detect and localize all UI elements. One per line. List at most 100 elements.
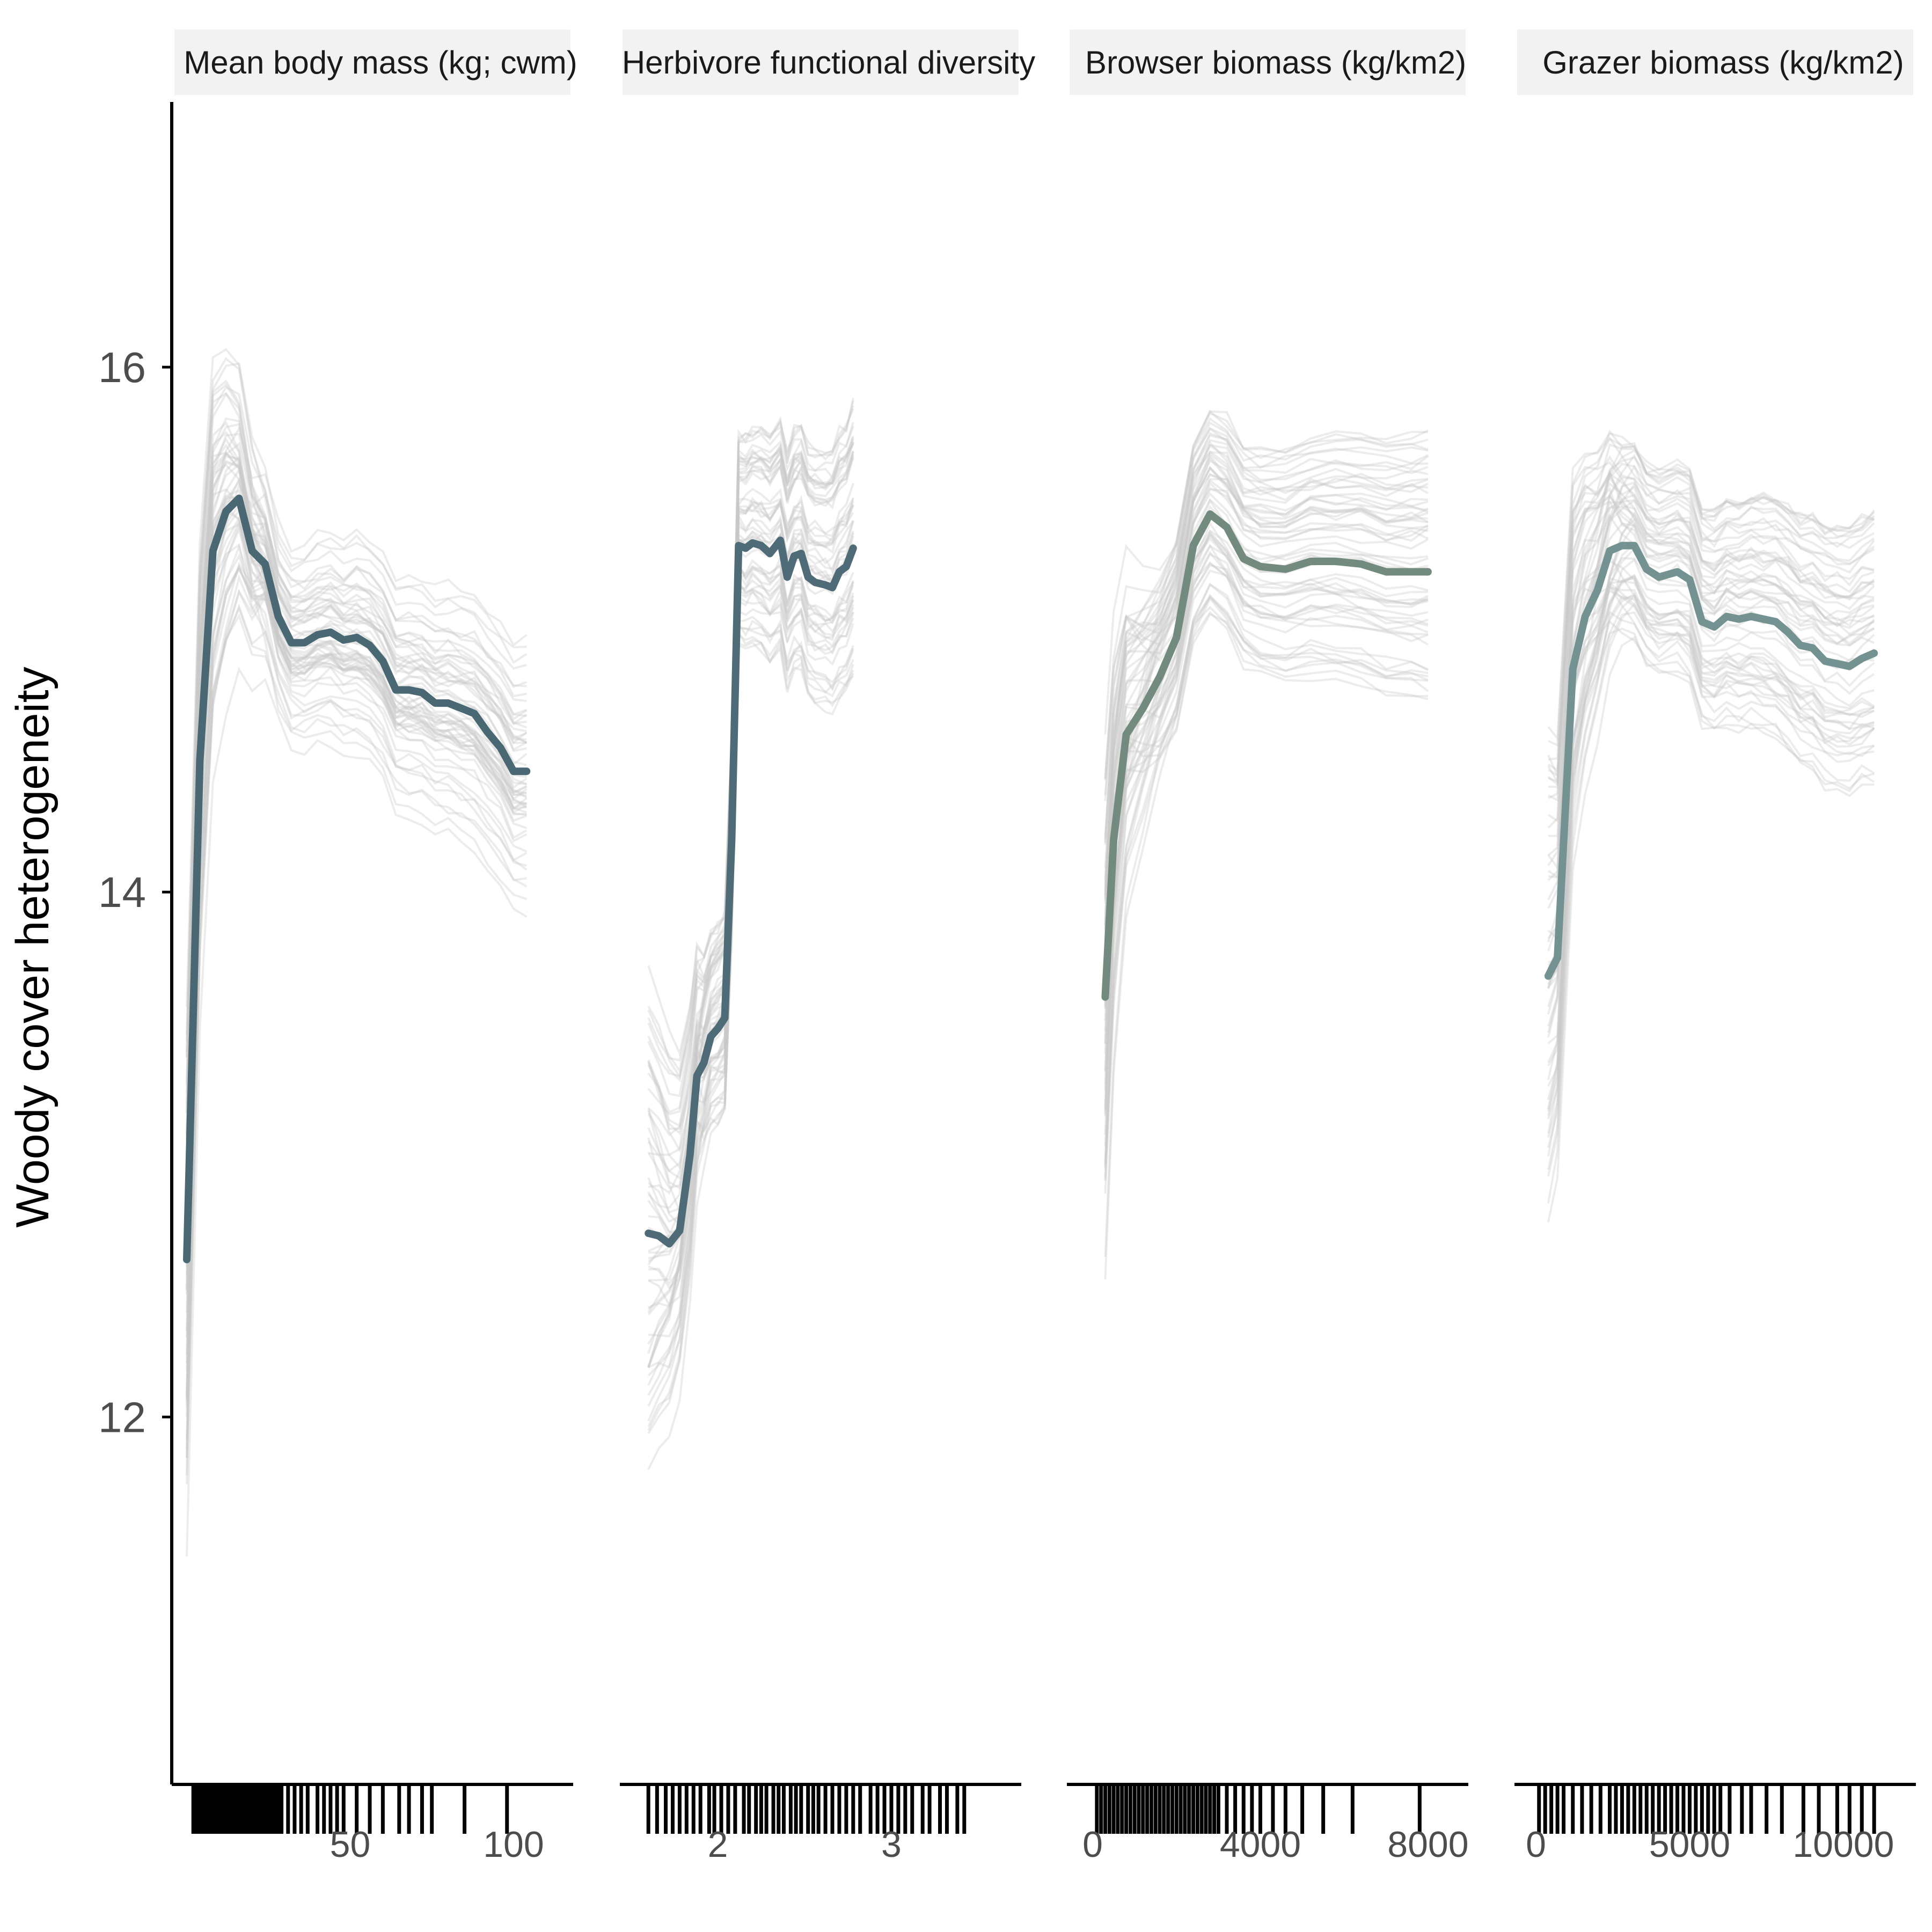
facet-strip (1070, 30, 1466, 95)
ice-curve (1104, 459, 1429, 837)
ice-curve (1104, 561, 1429, 1054)
ice-curve (186, 383, 528, 1057)
y-axis: 12 14 16 (98, 102, 173, 1784)
ice-curve (186, 478, 528, 1256)
ice-curve (186, 348, 527, 1007)
ice-curve (186, 437, 528, 1113)
ice-curve (647, 442, 854, 1082)
ice-curve (1104, 410, 1429, 904)
ice-curve (1104, 594, 1429, 930)
ice-curve (1104, 478, 1429, 899)
ice-curve (1104, 531, 1429, 1009)
ice-curve (1104, 551, 1429, 1194)
ice-curve (1104, 521, 1428, 1031)
ice-curve (1548, 460, 1875, 747)
ice-curve (1104, 569, 1429, 1071)
ice-curve (1547, 449, 1875, 989)
x-tick-label: 3 (881, 1824, 902, 1865)
ice-curve (1547, 522, 1875, 985)
ice-curve (186, 421, 527, 1085)
ice-curve (186, 589, 527, 1484)
ice-curve (186, 502, 528, 1313)
facet-panel: Browser biomass (kg/km2) 0 4000 8000 (1067, 30, 1469, 1865)
ice-curve (186, 518, 527, 1338)
ice-curve (647, 441, 854, 1137)
ice-curve (1547, 575, 1875, 1007)
ice-curve (647, 608, 854, 1386)
ice-curve (186, 567, 527, 1408)
ice-curve (1104, 552, 1429, 1179)
ice-curve (647, 398, 854, 1062)
ice-curve (1104, 583, 1429, 1166)
ice-curve (1104, 606, 1428, 1181)
ice-curve (186, 613, 528, 1440)
ice-curve (648, 451, 854, 1195)
x-tick-label: 0 (1526, 1824, 1546, 1865)
ice-curve (1547, 494, 1875, 787)
pdp-line (645, 536, 857, 1248)
ice-curve (1547, 482, 1875, 857)
ice-curve (647, 641, 854, 1470)
ice-curve (1104, 544, 1429, 1169)
ice-curve (1547, 581, 1875, 940)
ice-curve (186, 504, 527, 1189)
ice-curve (1547, 553, 1875, 871)
facet-strip (1517, 30, 1913, 95)
ice-curve (1104, 421, 1429, 1116)
ice-curve (1104, 492, 1429, 796)
ice-curve (1548, 500, 1875, 788)
ice-curve (1104, 611, 1429, 925)
y-tick-label: 12 (98, 1393, 146, 1441)
ice-curve (1547, 589, 1875, 941)
facet-panel: Herbivore functional diversity 2 3 (620, 30, 1035, 1865)
ice-curve (186, 357, 527, 1035)
ice-curve (1547, 499, 1875, 971)
x-tick-label: 5000 (1649, 1824, 1730, 1865)
ice-curve (1547, 482, 1875, 1027)
ice-curve (647, 576, 854, 1377)
ice-curve (1547, 499, 1875, 989)
ice-curve (647, 438, 854, 1057)
ice-curve (186, 482, 528, 1355)
ice-curve (1548, 432, 1875, 761)
ice-curve (1547, 511, 1875, 1157)
ice-curve (1547, 636, 1875, 1223)
ice-curve (1547, 501, 1875, 901)
facet-strip-label: Grazer biomass (kg/km2) (1542, 45, 1904, 80)
ice-curve (1104, 532, 1429, 1135)
ice-curve (1547, 587, 1875, 989)
ice-curve (1104, 412, 1428, 735)
ice-curve (1547, 445, 1875, 952)
ice-curve (186, 392, 527, 1083)
ice-curve (647, 560, 854, 1180)
facet-panels: Mean body mass (kg; cwm) 50 100 Herbivore f… (172, 30, 1916, 1865)
ice-curve (186, 553, 527, 1371)
pdp-line (1101, 510, 1432, 1001)
facet-panel: Grazer biomass (kg/km2) 0 5000 10000 (1514, 30, 1916, 1865)
ice-curve (1104, 479, 1429, 921)
ice-curve (1547, 577, 1875, 1063)
ice-curve (1104, 613, 1428, 993)
ice-curve (1548, 620, 1875, 963)
ice-curve (647, 616, 854, 1428)
ice-curve (1547, 611, 1875, 1170)
ice-curve (1104, 582, 1429, 1257)
pdp-line (183, 494, 531, 1263)
ice-curve (1547, 558, 1875, 1177)
ice-curve (1547, 582, 1875, 967)
ice-curve (1104, 427, 1428, 896)
ice-curve (1547, 455, 1875, 802)
ice-curve (647, 400, 854, 1116)
ice-curve (186, 495, 528, 1231)
ice-curve (1104, 481, 1429, 1006)
ice-curve (186, 362, 527, 1058)
ice-curve (1547, 595, 1875, 1119)
facet-panel: Mean body mass (kg; cwm) 50 100 (172, 30, 577, 1865)
ice-curve (1104, 441, 1429, 868)
facet-strip (623, 30, 1019, 95)
ice-curve (1104, 596, 1429, 1279)
ice-curve (648, 623, 854, 1290)
ice-curve (1104, 472, 1429, 958)
y-tick-label: 16 (98, 343, 146, 391)
